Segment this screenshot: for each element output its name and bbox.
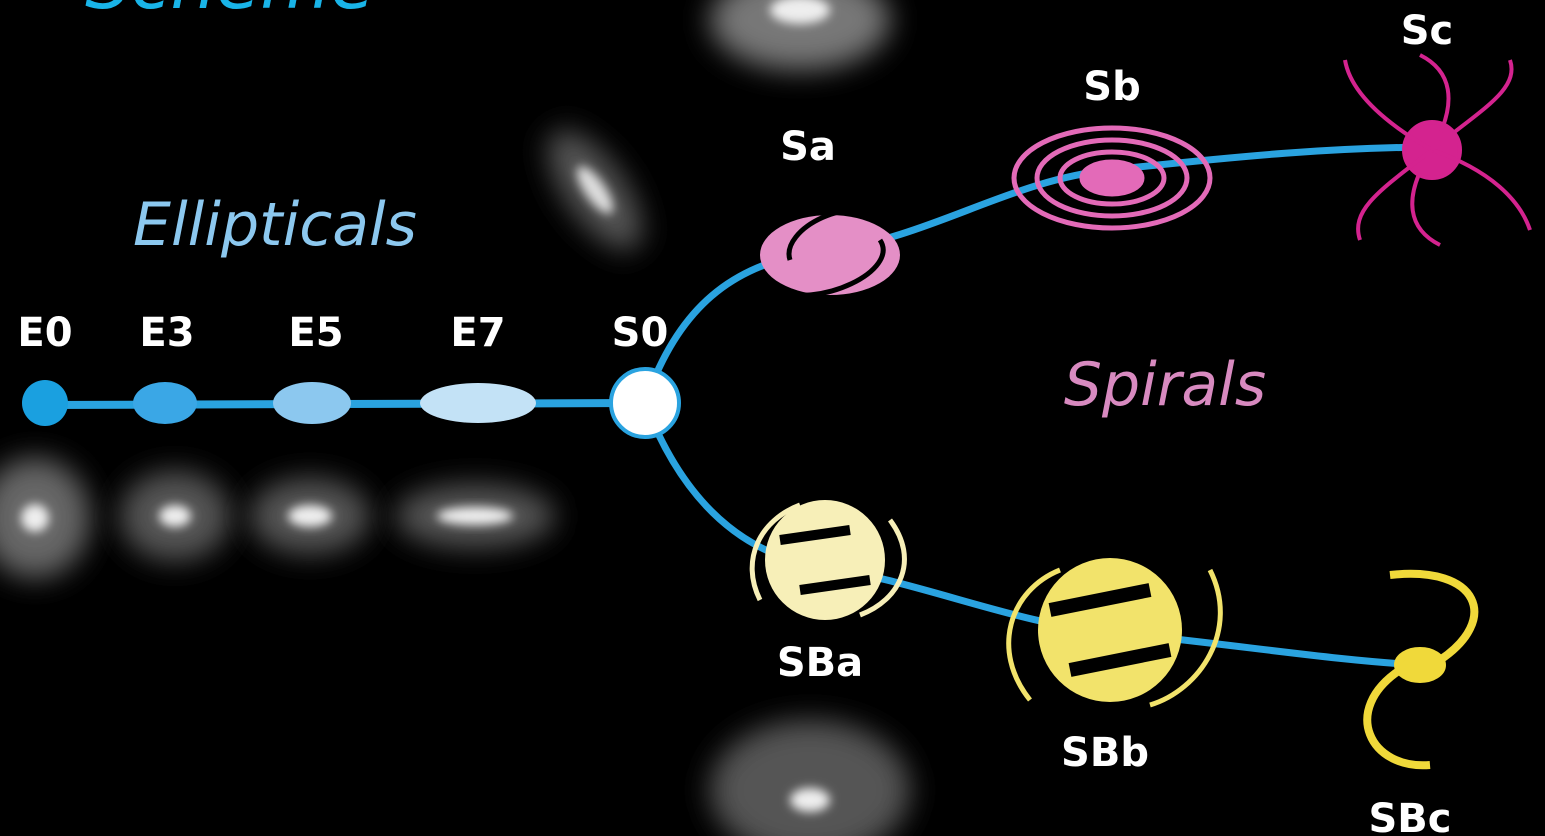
node-label: SBa [777,640,863,686]
sa-shape [760,207,902,298]
node-label: Sb [1083,64,1140,110]
node-label: E0 [17,310,72,356]
e0-shape [22,380,68,426]
sbc-shape [1363,569,1479,770]
node-label: SBb [1061,730,1149,776]
node-label: E7 [450,310,505,356]
group-label: Spirals [1064,350,1266,420]
sc-shape [1343,53,1532,247]
node-label: E3 [139,310,194,356]
node-label: Sc [1401,8,1454,54]
e5-shape [273,382,351,424]
sb-shape [1011,125,1213,231]
node-label: SBc [1368,796,1451,836]
node-label: E5 [288,310,343,356]
e3-shape [133,382,197,424]
title: Scheme [85,0,375,25]
node-label: S0 [612,310,669,356]
group-label: Ellipticals [133,190,417,260]
sba-shape [749,500,907,620]
s0-shape [609,367,681,439]
node-label: Sa [780,124,836,170]
sbb-shape [1006,558,1223,708]
galaxy-photos [0,0,910,836]
e7-shape [420,383,536,423]
